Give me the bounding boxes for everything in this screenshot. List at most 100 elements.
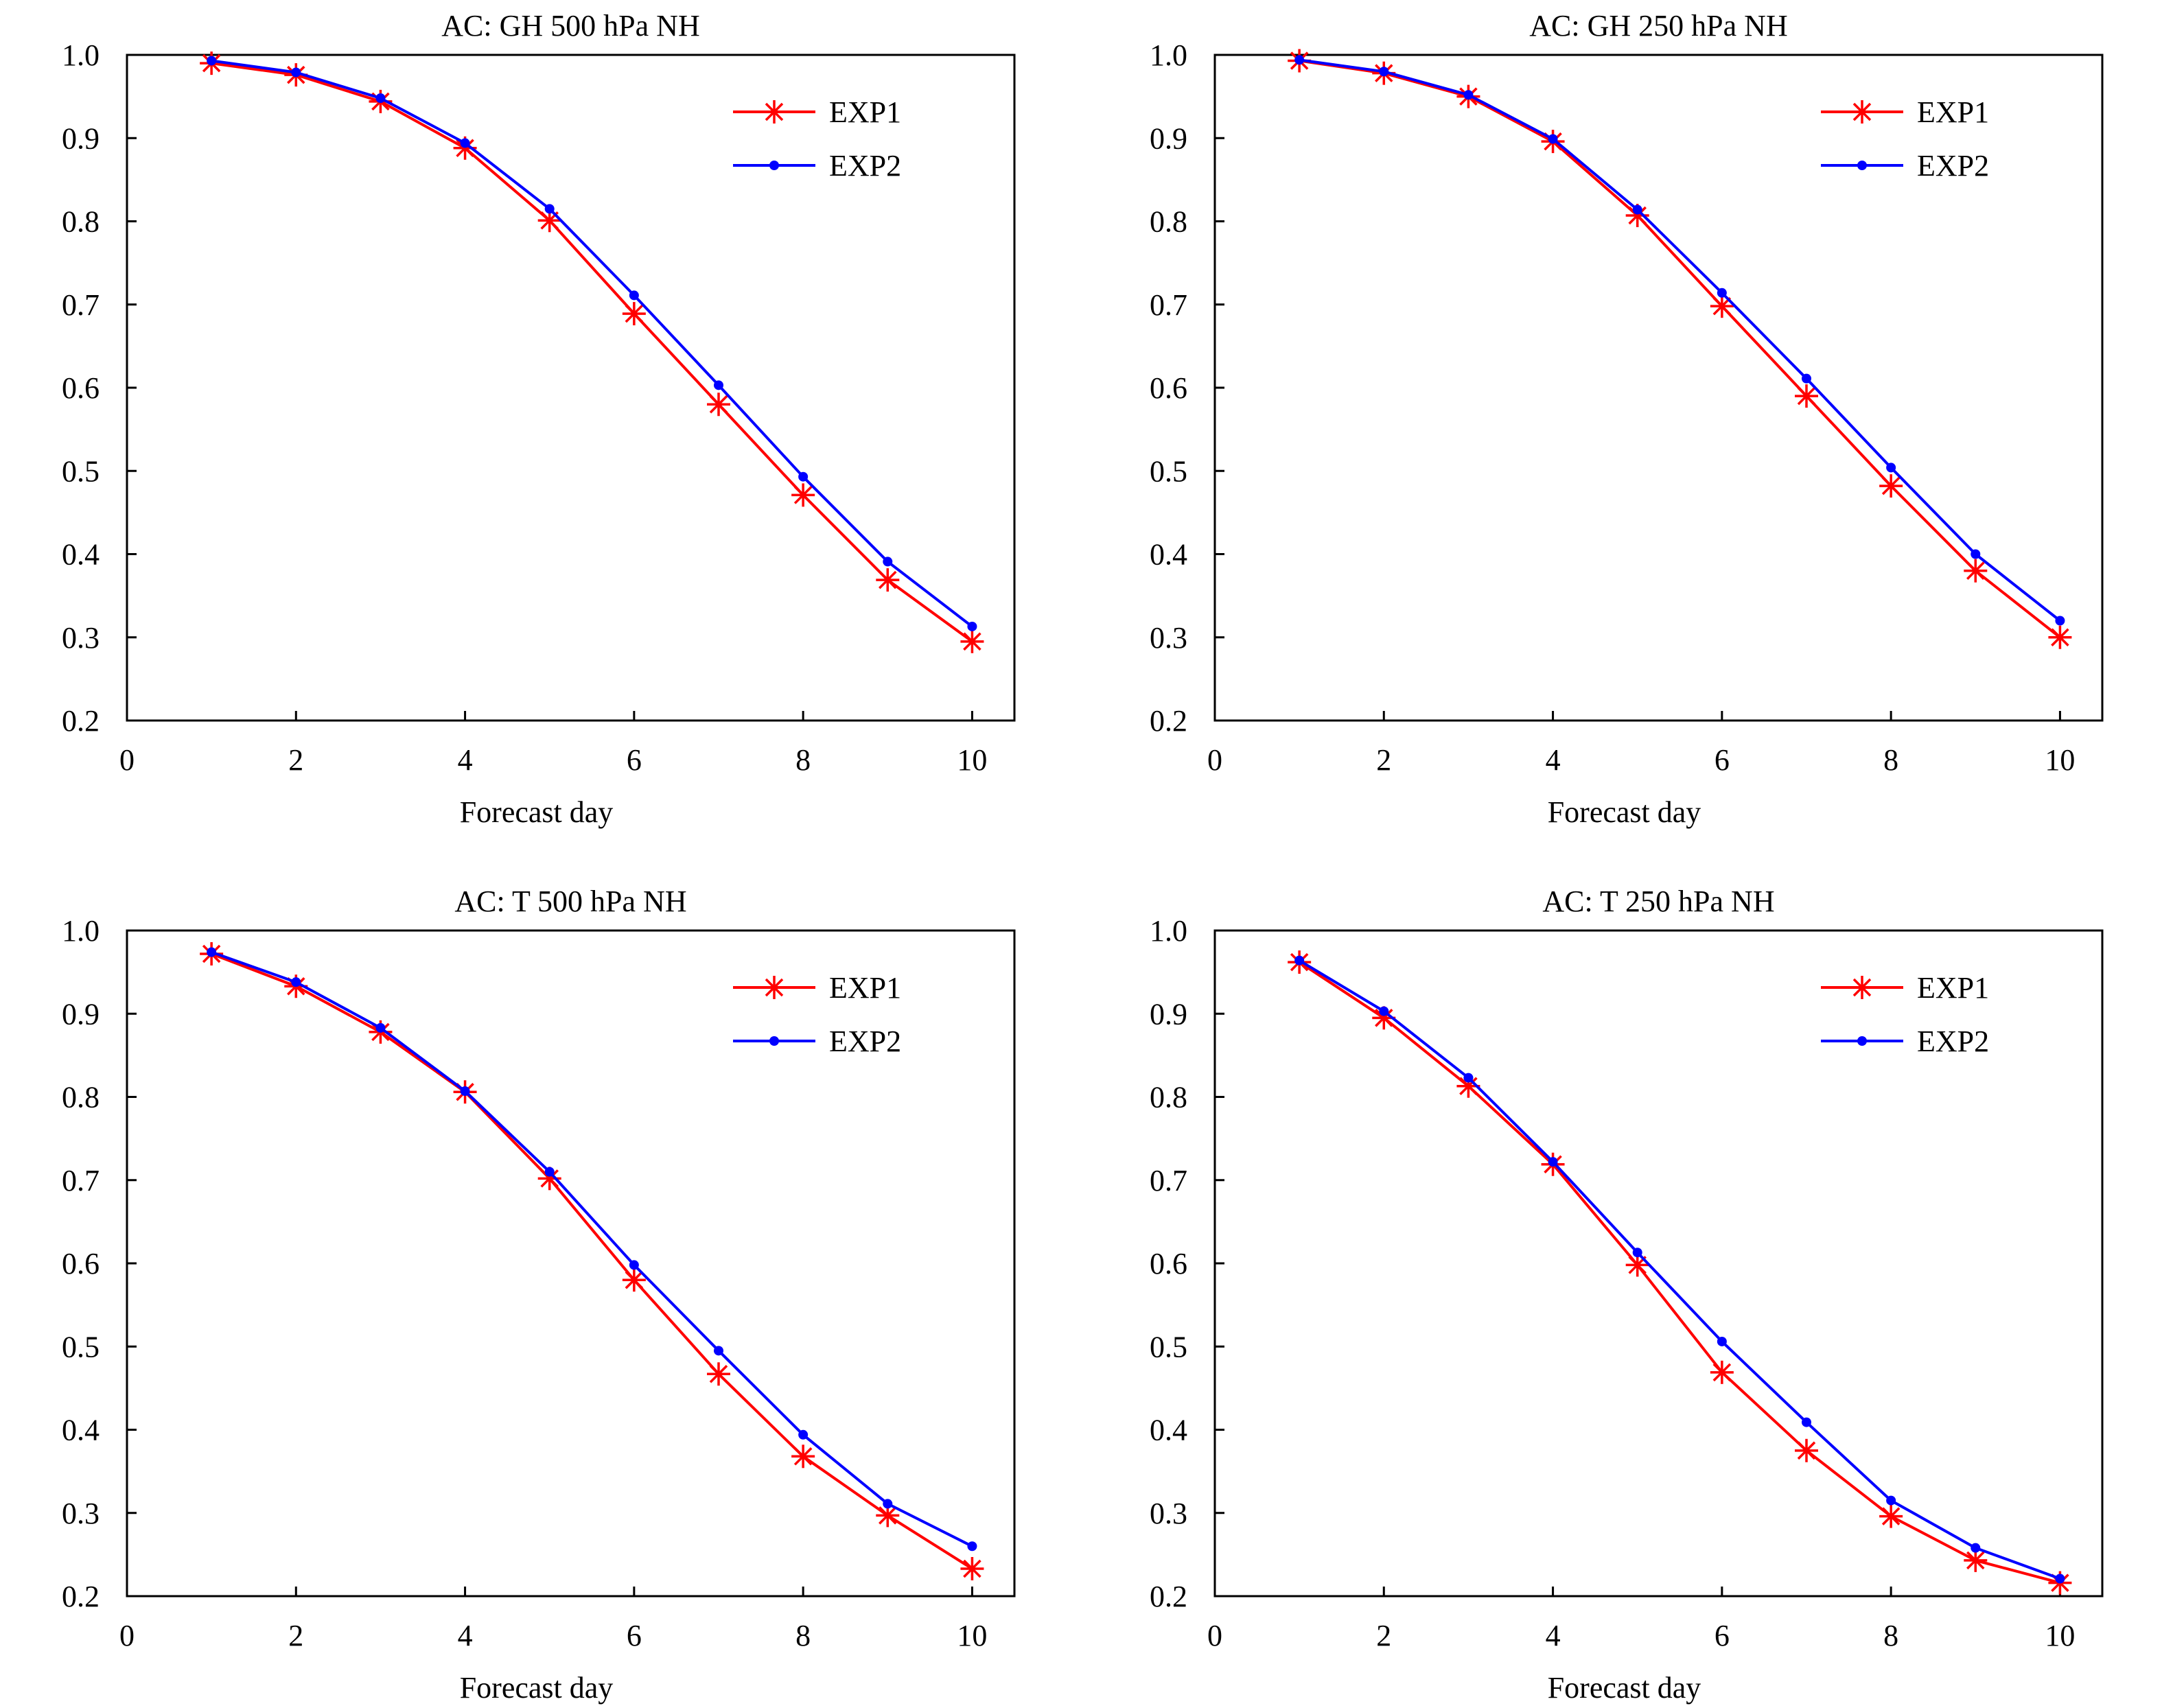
- data-point: [798, 471, 809, 482]
- data-point: [1294, 955, 1305, 966]
- legend: EXP1 EXP2: [1821, 971, 1989, 1058]
- data-point: [1795, 384, 1818, 408]
- legend-label: EXP2: [1917, 1025, 1989, 1058]
- x-tick-label: 6: [1715, 743, 1730, 777]
- data-point: [1964, 1548, 1988, 1572]
- legend: EXP1 EXP2: [733, 971, 901, 1058]
- x-tick-label: 8: [795, 743, 811, 777]
- data-point: [629, 290, 639, 301]
- data-point: [714, 1346, 723, 1356]
- data-point: [967, 621, 977, 631]
- data-point: [207, 56, 217, 66]
- x-tick-label: 6: [1715, 1619, 1730, 1652]
- series-line: [1299, 59, 2061, 639]
- series-line: [1298, 961, 2060, 1584]
- x-tick-label: 2: [288, 743, 303, 777]
- legend-label: EXP2: [829, 1025, 901, 1058]
- y-tick-label: 0.6: [62, 1247, 100, 1280]
- x-axis-label: Forecast day: [1548, 795, 1701, 829]
- chart-title: AC: GH 500 hPa NH: [441, 9, 699, 43]
- data-point: [375, 93, 386, 104]
- x-tick-label: 10: [957, 743, 987, 777]
- y-tick-label: 0.4: [1150, 1414, 1187, 1447]
- y-tick-label: 0.7: [1150, 288, 1187, 322]
- data-point: [960, 629, 984, 653]
- x-tick-label: 0: [119, 743, 135, 777]
- data-point: [798, 1429, 809, 1440]
- y-tick-label: 0.9: [1150, 121, 1187, 155]
- data-point: [1795, 1438, 1818, 1462]
- legend-marker: [1850, 100, 1874, 124]
- data-point: [544, 204, 555, 214]
- data-point: [622, 302, 646, 326]
- data-point: [291, 977, 301, 987]
- data-point: [1802, 373, 1811, 384]
- y-tick-label: 1.0: [62, 914, 100, 948]
- data-point: [1632, 1248, 1642, 1258]
- y-tick-label: 0.5: [1150, 1330, 1187, 1364]
- x-tick-label: 6: [627, 743, 642, 777]
- data-point: [375, 1022, 386, 1033]
- y-tick-label: 0.5: [1150, 454, 1187, 488]
- y-tick-label: 0.7: [1150, 1164, 1187, 1197]
- y-tick-label: 0.3: [1150, 621, 1187, 655]
- y-tick-label: 0.4: [62, 1414, 100, 1447]
- series-exp2: [207, 56, 977, 631]
- x-tick-label: 4: [1546, 743, 1561, 777]
- y-tick-label: 0.4: [1150, 538, 1187, 572]
- data-point: [622, 1268, 646, 1292]
- legend-marker: [769, 161, 779, 170]
- y-tick-label: 0.2: [62, 1580, 100, 1613]
- series-exp1: [200, 51, 984, 653]
- series-line: [1299, 959, 2061, 1580]
- data-point: [960, 1556, 984, 1580]
- data-point: [1971, 1543, 1981, 1553]
- y-tick-label: 0.3: [62, 1497, 100, 1530]
- series-line: [1299, 58, 2061, 622]
- legend-label: EXP1: [1917, 95, 1989, 129]
- legend-label: EXP1: [829, 95, 901, 129]
- data-point: [1879, 474, 1903, 498]
- data-point: [1632, 204, 1642, 215]
- y-tick-label: 0.2: [1150, 1580, 1187, 1613]
- y-tick-label: 0.7: [62, 288, 100, 322]
- x-tick-label: 2: [288, 1619, 303, 1652]
- y-tick-label: 1.0: [1150, 38, 1187, 72]
- data-point: [883, 1499, 893, 1509]
- chart-3: AC: T 500 hPa NH 0.2 0.3 0.4 0.5 0.6 0.7 0.8 0.9…: [62, 885, 1016, 1705]
- y-tick-label: 0.3: [62, 621, 100, 655]
- chart-2: AC: GH 250 hPa NH 0.2 0.3 0.4 0.5 0.6 0.7 0.8 0.…: [1150, 9, 2104, 829]
- data-point: [1379, 1006, 1389, 1016]
- data-point: [1379, 67, 1389, 77]
- data-point: [629, 1260, 639, 1270]
- legend-label: EXP1: [1917, 971, 1989, 1005]
- y-tick-label: 1.0: [62, 38, 100, 72]
- x-axis-label: Forecast day: [460, 1671, 614, 1705]
- series-exp1: [1288, 49, 2072, 649]
- data-point: [707, 1362, 730, 1386]
- data-point: [1463, 1073, 1474, 1083]
- data-point: [883, 557, 893, 567]
- data-point: [791, 483, 815, 507]
- y-tick-label: 0.4: [62, 538, 100, 572]
- legend-marker: [769, 1036, 779, 1046]
- data-point: [1964, 559, 1988, 583]
- data-point: [1548, 134, 1558, 144]
- y-tick-label: 0.8: [62, 205, 100, 239]
- series-line: [211, 59, 973, 628]
- series-exp2: [1294, 955, 2065, 1584]
- y-tick-label: 0.6: [1150, 1247, 1187, 1280]
- data-point: [1463, 90, 1474, 100]
- series-exp2: [207, 947, 977, 1552]
- data-point: [1879, 1504, 1903, 1528]
- y-tick-label: 0.2: [62, 704, 100, 738]
- legend-label: EXP2: [829, 149, 901, 183]
- data-point: [291, 67, 301, 78]
- data-point: [1710, 294, 1734, 318]
- x-tick-label: 6: [627, 1619, 642, 1652]
- data-point: [460, 1086, 470, 1097]
- y-tick-label: 0.2: [1150, 704, 1187, 738]
- x-tick-label: 8: [1883, 1619, 1898, 1652]
- y-tick-label: 0.9: [1150, 997, 1187, 1031]
